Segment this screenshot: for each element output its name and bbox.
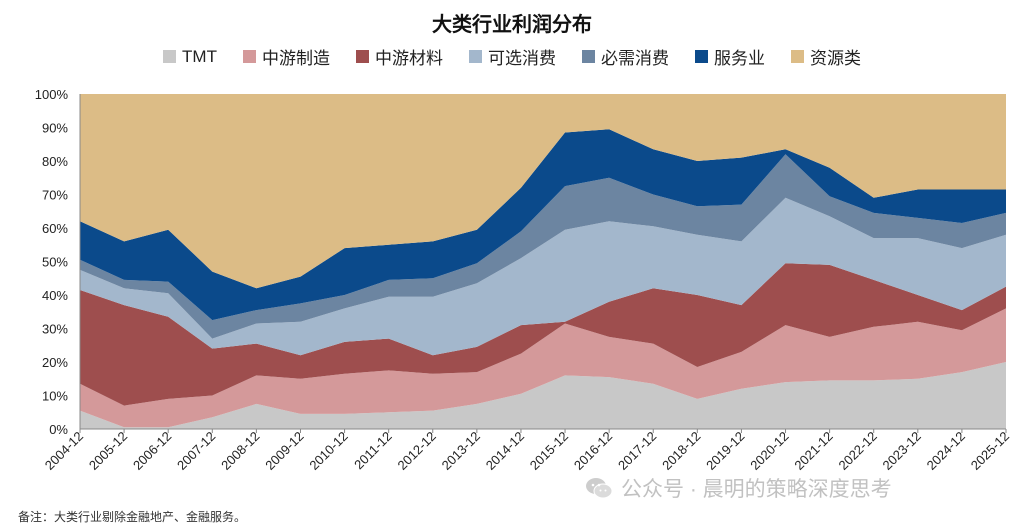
x-tick-label: 2025-12 xyxy=(968,429,1012,473)
legend-label: TMT xyxy=(182,46,217,66)
area-series xyxy=(80,94,1006,289)
area-series xyxy=(80,154,1006,339)
legend-item: 服务业 xyxy=(694,44,765,69)
legend-swatch xyxy=(468,50,482,63)
y-tick-label: 60% xyxy=(42,221,68,236)
y-tick-label: 30% xyxy=(42,322,68,337)
legend-label: 服务业 xyxy=(713,49,765,68)
y-tick-label: 50% xyxy=(42,255,68,270)
legend-label: 中游制造 xyxy=(261,49,330,68)
y-tick-label: 70% xyxy=(42,188,68,203)
footnote: 备注：大类行业剔除金融地产、金融服务。 xyxy=(18,510,247,524)
y-tick-label: 0% xyxy=(49,422,68,437)
x-tick-label: 2016-12 xyxy=(571,429,615,473)
x-tick-label: 2010-12 xyxy=(306,429,350,473)
area-series xyxy=(80,263,1006,406)
x-tick-label: 2017-12 xyxy=(615,429,659,473)
y-tick-label: 20% xyxy=(42,355,68,370)
y-tick-label: 100% xyxy=(35,87,69,102)
watermark-text: 公众号 · 晨明的策略深度思考 xyxy=(621,478,892,501)
x-tick-label: 2019-12 xyxy=(703,429,747,473)
legend-label: 资源类 xyxy=(809,49,861,68)
legend-swatch xyxy=(790,50,804,63)
legend-item: 必需消费 xyxy=(581,44,669,69)
x-tick-label: 2024-12 xyxy=(924,429,968,473)
legend-item: 可选消费 xyxy=(468,44,556,69)
legend-swatch xyxy=(163,50,177,63)
legend-item: 中游制造 xyxy=(242,44,330,69)
y-tick-label: 40% xyxy=(42,288,68,303)
x-tick-label: 2007-12 xyxy=(174,429,218,473)
area-series xyxy=(80,129,1006,321)
chart-title: 大类行业利润分布 xyxy=(432,14,592,36)
x-tick-label: 2008-12 xyxy=(218,429,262,473)
x-tick-label: 2023-12 xyxy=(880,429,924,473)
legend-swatch xyxy=(581,50,595,63)
x-tick-label: 2020-12 xyxy=(747,429,791,473)
watermark: 公众号 · 晨明的策略深度思考 xyxy=(585,473,892,503)
x-tick-label: 2014-12 xyxy=(483,429,527,473)
legend-label: 中游材料 xyxy=(374,49,443,68)
x-tick-label: 2011-12 xyxy=(351,429,395,473)
legend-swatch xyxy=(242,50,256,63)
area-series xyxy=(80,362,1006,429)
x-tick-label: 2005-12 xyxy=(86,429,130,473)
chart-legend: TMT 中游制造 中游材料 可选消费 必需消费 服务业 资源类 xyxy=(0,44,1024,69)
x-tick-label: 2018-12 xyxy=(659,429,703,473)
x-tick-label: 2013-12 xyxy=(439,429,483,473)
legend-item: 中游材料 xyxy=(355,44,443,69)
x-tick-label: 2012-12 xyxy=(395,429,439,473)
area-series xyxy=(80,197,1006,356)
y-tick-label: 80% xyxy=(42,154,68,169)
x-tick-label: 2021-12 xyxy=(791,429,835,473)
legend-label: 可选消费 xyxy=(487,49,556,68)
x-tick-label: 2022-12 xyxy=(835,429,879,473)
legend-label: 必需消费 xyxy=(600,49,669,68)
wechat-icon xyxy=(586,478,613,499)
area-series xyxy=(80,308,1006,428)
y-tick-label: 10% xyxy=(42,389,68,404)
x-tick-label: 2015-12 xyxy=(527,429,571,473)
legend-item: TMT xyxy=(163,44,217,69)
x-tick-label: 2006-12 xyxy=(130,429,174,473)
legend-swatch xyxy=(355,50,369,63)
x-tick-label: 2009-12 xyxy=(262,429,306,473)
legend-swatch xyxy=(694,50,708,63)
y-tick-label: 90% xyxy=(42,121,68,136)
legend-item: 资源类 xyxy=(790,44,861,69)
